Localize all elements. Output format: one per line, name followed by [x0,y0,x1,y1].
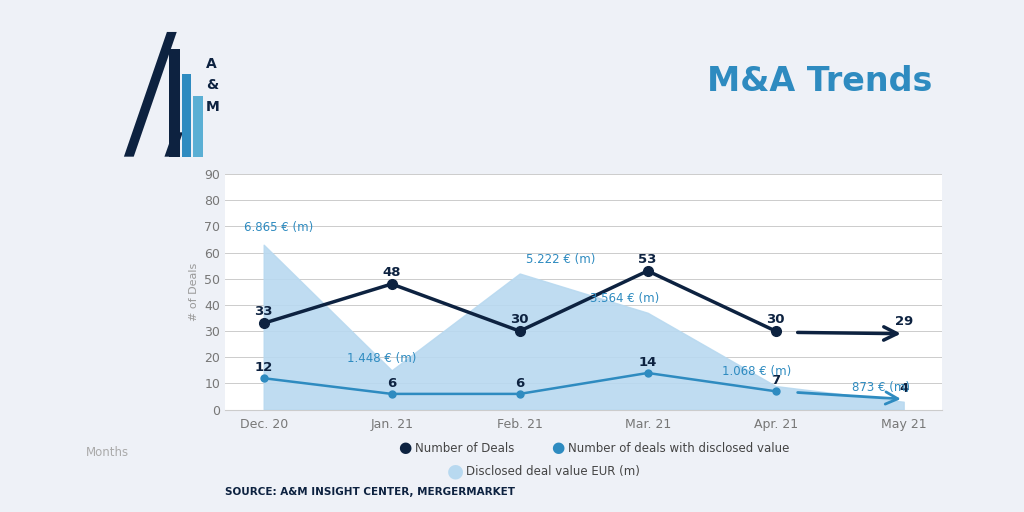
Text: 6.865 € (m): 6.865 € (m) [245,221,313,234]
Text: 1.068 € (m): 1.068 € (m) [722,365,792,378]
Polygon shape [124,32,177,157]
Bar [194,96,203,157]
Text: SOURCE: A&M INSIGHT CENTER, MERGERMARKET: SOURCE: A&M INSIGHT CENTER, MERGERMARKET [225,486,515,497]
Text: M&A Trends: M&A Trends [707,66,932,98]
Text: 53: 53 [639,252,656,266]
Bar [182,74,191,157]
Polygon shape [165,132,183,157]
Text: 873 € (m): 873 € (m) [852,381,910,394]
Text: 30: 30 [510,313,529,326]
Text: ●: ● [447,461,464,481]
Text: Months: Months [85,446,129,459]
Text: 1.448 € (m): 1.448 € (m) [347,352,416,365]
Text: Disclosed deal value EUR (m): Disclosed deal value EUR (m) [466,464,640,478]
Bar [169,49,180,157]
Text: 3.564 € (m): 3.564 € (m) [590,292,659,305]
Text: 6: 6 [515,377,524,390]
Text: 33: 33 [254,305,273,318]
Text: ●: ● [398,440,411,456]
Text: M: M [206,100,220,114]
Text: 14: 14 [639,356,656,369]
Text: 30: 30 [766,313,785,326]
Text: 29: 29 [895,315,912,329]
Text: &: & [206,78,218,92]
Text: Number of deals with disclosed value: Number of deals with disclosed value [568,441,790,455]
Text: ●: ● [552,440,564,456]
Text: 6: 6 [387,377,396,390]
Text: 4: 4 [899,382,908,395]
Text: 5.222 € (m): 5.222 € (m) [526,252,595,266]
Text: 12: 12 [255,361,272,374]
Text: A: A [206,57,217,71]
Y-axis label: # of Deals: # of Deals [188,263,199,321]
Text: 48: 48 [382,266,401,279]
Text: 7: 7 [771,374,780,388]
Text: Number of Deals: Number of Deals [415,441,514,455]
